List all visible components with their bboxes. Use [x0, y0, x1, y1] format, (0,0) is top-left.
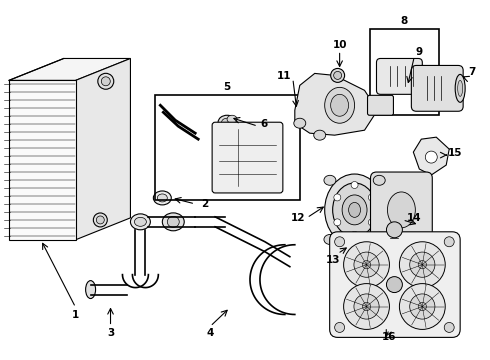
- FancyBboxPatch shape: [412, 66, 463, 111]
- Ellipse shape: [86, 280, 96, 298]
- Circle shape: [335, 237, 344, 247]
- Circle shape: [410, 252, 435, 277]
- Ellipse shape: [342, 195, 367, 225]
- Text: 1: 1: [72, 310, 79, 320]
- Circle shape: [425, 151, 437, 163]
- FancyBboxPatch shape: [370, 172, 432, 248]
- Circle shape: [354, 294, 379, 319]
- Circle shape: [351, 181, 358, 189]
- Ellipse shape: [134, 217, 147, 226]
- Polygon shape: [295, 73, 377, 135]
- Ellipse shape: [333, 183, 376, 237]
- Ellipse shape: [98, 73, 114, 89]
- Ellipse shape: [331, 94, 348, 116]
- Ellipse shape: [458, 80, 463, 96]
- Text: 8: 8: [401, 15, 408, 26]
- Ellipse shape: [324, 175, 336, 185]
- Circle shape: [444, 323, 454, 332]
- Ellipse shape: [325, 174, 385, 246]
- Ellipse shape: [153, 191, 172, 205]
- Circle shape: [387, 276, 402, 293]
- Circle shape: [410, 294, 435, 319]
- Ellipse shape: [157, 194, 167, 202]
- Text: 15: 15: [448, 148, 463, 158]
- Circle shape: [334, 71, 342, 80]
- FancyBboxPatch shape: [212, 122, 283, 193]
- Ellipse shape: [324, 234, 336, 244]
- Ellipse shape: [221, 118, 233, 126]
- Text: 14: 14: [407, 213, 422, 223]
- Circle shape: [343, 284, 390, 329]
- FancyBboxPatch shape: [376, 58, 422, 94]
- Ellipse shape: [101, 77, 110, 86]
- Ellipse shape: [348, 202, 361, 217]
- Polygon shape: [414, 137, 449, 175]
- Ellipse shape: [373, 234, 385, 244]
- Text: 12: 12: [291, 213, 305, 223]
- Text: 5: 5: [223, 82, 231, 93]
- Text: 11: 11: [276, 71, 291, 81]
- Polygon shape: [75, 58, 130, 240]
- Ellipse shape: [167, 216, 179, 227]
- Ellipse shape: [388, 192, 416, 228]
- Circle shape: [399, 242, 445, 288]
- Text: 6: 6: [260, 119, 268, 129]
- Circle shape: [334, 219, 341, 226]
- Circle shape: [331, 68, 344, 82]
- Text: 13: 13: [325, 255, 340, 265]
- Text: 3: 3: [107, 328, 114, 338]
- Circle shape: [335, 323, 344, 332]
- Circle shape: [363, 302, 370, 311]
- Circle shape: [444, 237, 454, 247]
- Ellipse shape: [294, 118, 306, 128]
- Ellipse shape: [227, 115, 237, 123]
- Ellipse shape: [130, 214, 150, 230]
- Ellipse shape: [218, 115, 236, 129]
- Text: 4: 4: [206, 328, 214, 338]
- FancyBboxPatch shape: [368, 95, 393, 115]
- Text: 2: 2: [201, 199, 209, 209]
- Bar: [369, 28, 439, 115]
- Circle shape: [418, 302, 426, 311]
- Circle shape: [343, 242, 390, 288]
- Text: 7: 7: [468, 67, 476, 77]
- Circle shape: [368, 194, 375, 201]
- Text: 9: 9: [416, 48, 423, 58]
- Text: 10: 10: [332, 40, 347, 50]
- Bar: [155, 95, 300, 200]
- Ellipse shape: [97, 216, 104, 224]
- Circle shape: [334, 194, 341, 201]
- Polygon shape: [9, 58, 130, 80]
- Circle shape: [368, 219, 375, 226]
- Circle shape: [351, 231, 358, 238]
- FancyBboxPatch shape: [330, 232, 460, 337]
- Ellipse shape: [93, 213, 107, 227]
- Text: 16: 16: [382, 332, 397, 342]
- Ellipse shape: [314, 130, 326, 140]
- Ellipse shape: [455, 75, 465, 102]
- Circle shape: [399, 284, 445, 329]
- Circle shape: [387, 222, 402, 238]
- Circle shape: [354, 252, 379, 277]
- Circle shape: [363, 261, 370, 269]
- Ellipse shape: [162, 213, 184, 231]
- Ellipse shape: [325, 87, 355, 123]
- Polygon shape: [9, 80, 75, 240]
- Ellipse shape: [373, 175, 385, 185]
- Circle shape: [418, 261, 426, 269]
